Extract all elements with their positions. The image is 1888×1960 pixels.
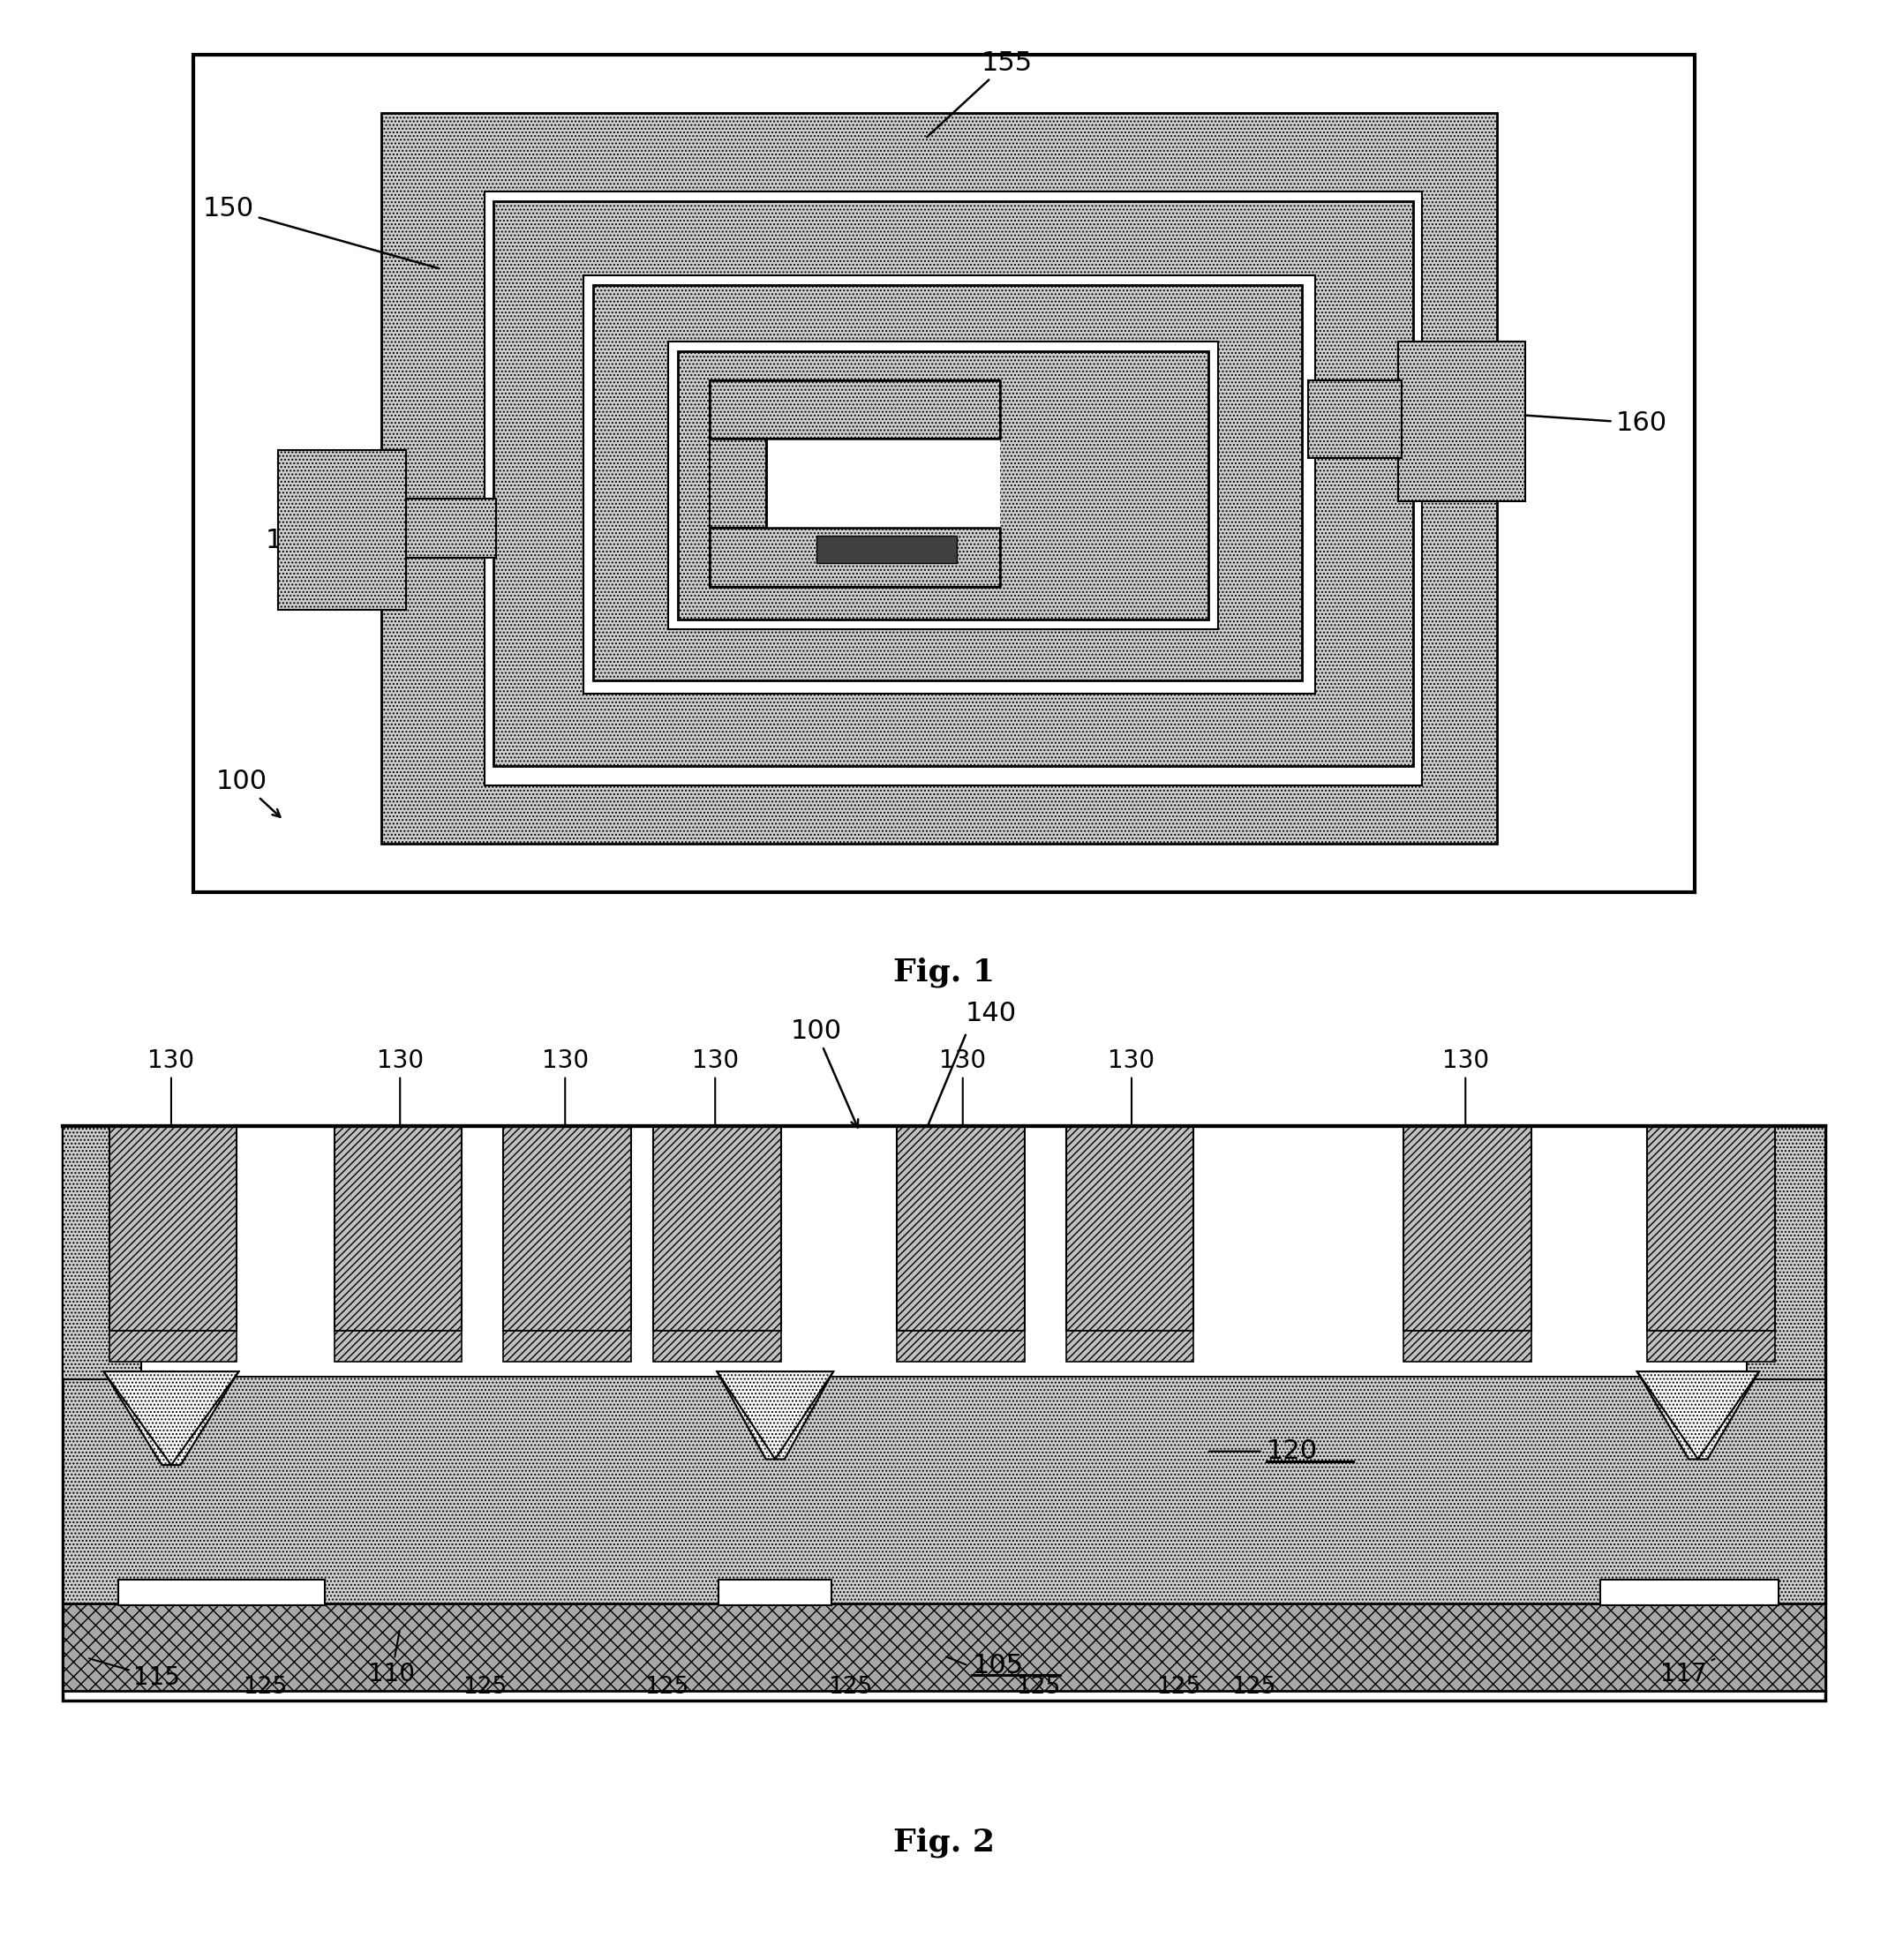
Text: 115: 115 — [89, 1658, 181, 1690]
Bar — [1648, 1331, 1775, 1362]
Text: 120: 120 — [1267, 1439, 1318, 1464]
Bar — [816, 535, 957, 563]
Text: 100: 100 — [217, 768, 279, 817]
Bar — [710, 527, 1001, 586]
Text: 110: 110 — [368, 1631, 415, 1686]
Bar — [897, 1127, 1025, 1331]
Bar — [767, 439, 1001, 527]
Polygon shape — [717, 1372, 833, 1458]
Bar — [593, 284, 1303, 680]
Text: 160: 160 — [1467, 410, 1667, 435]
Text: 125: 125 — [244, 1676, 287, 1699]
Polygon shape — [62, 1127, 176, 1380]
Bar — [504, 1127, 631, 1331]
Text: 130: 130 — [940, 1049, 986, 1074]
Polygon shape — [104, 1372, 238, 1464]
Text: 125: 125 — [829, 1676, 872, 1699]
Bar — [719, 1580, 831, 1605]
Text: 125: 125 — [1155, 1676, 1201, 1699]
Text: Fig. 1: Fig. 1 — [893, 956, 995, 988]
Bar — [62, 1603, 1826, 1691]
Bar — [334, 1127, 463, 1331]
Polygon shape — [1712, 1127, 1826, 1380]
Bar — [495, 202, 1412, 766]
Text: 130: 130 — [691, 1049, 738, 1074]
Bar — [485, 192, 1422, 786]
Bar — [668, 341, 1218, 629]
Bar — [62, 1127, 1826, 1701]
Bar — [62, 1127, 1826, 1376]
Bar — [194, 55, 1694, 892]
Bar — [1397, 341, 1526, 502]
Text: 150: 150 — [204, 196, 438, 269]
Text: 130: 130 — [542, 1049, 589, 1074]
Text: 140: 140 — [965, 1002, 1016, 1027]
Bar — [119, 1580, 325, 1605]
Bar — [653, 1127, 782, 1331]
Bar — [406, 500, 497, 557]
Bar — [504, 1331, 631, 1362]
Text: 125: 125 — [1231, 1676, 1276, 1699]
Bar — [110, 1127, 236, 1331]
Bar — [62, 1376, 1826, 1603]
Bar — [110, 1331, 236, 1362]
Text: 130: 130 — [147, 1049, 194, 1074]
Bar — [278, 451, 406, 610]
Bar — [897, 1331, 1025, 1362]
Bar — [1067, 1331, 1193, 1362]
Bar — [1403, 1127, 1531, 1331]
Text: 165: 165 — [264, 517, 338, 553]
Text: 130: 130 — [1442, 1049, 1490, 1074]
Text: 105: 105 — [972, 1652, 1023, 1678]
Bar — [1403, 1331, 1531, 1362]
Bar — [583, 274, 1316, 694]
Text: 155: 155 — [927, 51, 1033, 137]
Text: 100: 100 — [791, 1017, 857, 1127]
Bar — [710, 380, 1001, 439]
Text: 117: 117 — [1661, 1658, 1714, 1686]
Bar — [1067, 1127, 1193, 1331]
Text: 130: 130 — [376, 1049, 423, 1074]
Bar — [678, 351, 1208, 619]
Text: Fig. 2: Fig. 2 — [893, 1827, 995, 1858]
Bar — [710, 439, 767, 527]
Bar — [1601, 1580, 1778, 1605]
Bar — [653, 1331, 782, 1362]
Bar — [1648, 1127, 1775, 1331]
Bar — [381, 114, 1497, 843]
Text: 125: 125 — [644, 1676, 689, 1699]
Text: 125: 125 — [463, 1676, 506, 1699]
Bar — [1308, 380, 1401, 459]
Polygon shape — [1637, 1372, 1760, 1458]
Bar — [334, 1331, 463, 1362]
Text: 125: 125 — [1016, 1676, 1059, 1699]
Text: 130: 130 — [1108, 1049, 1155, 1074]
